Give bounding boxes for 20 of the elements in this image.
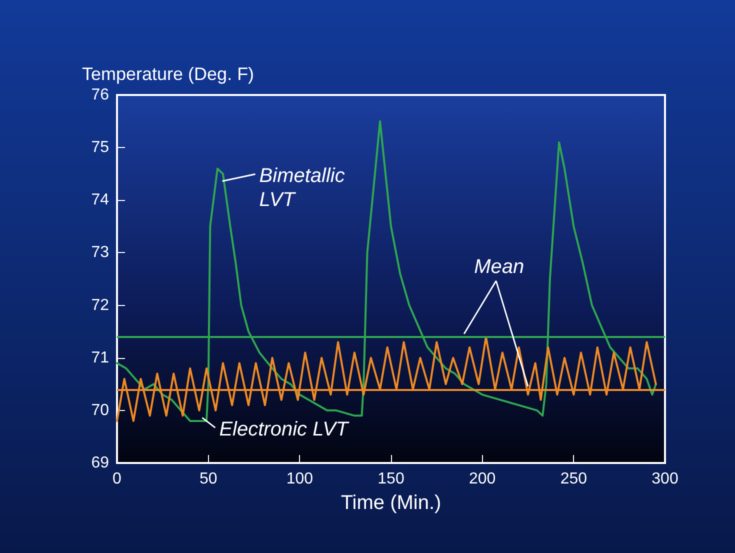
y-tick-label: 76 <box>91 86 110 104</box>
y-tick-label: 73 <box>91 244 110 262</box>
y-axis-title: Temperature (Deg. F) <box>82 64 254 84</box>
y-tick-label: 74 <box>91 192 110 209</box>
series-label: Bimetallic LVT <box>259 165 345 212</box>
y-tick-label: 69 <box>91 454 110 472</box>
y-tick-label: 72 <box>91 296 110 314</box>
x-axis-title: Time (Min.) <box>340 492 442 514</box>
y-tick-label: 75 <box>91 139 110 156</box>
x-tick-label: 100 <box>286 470 314 488</box>
x-tick-label: 0 <box>112 470 122 488</box>
x-tick-label: 50 <box>199 470 218 488</box>
x-tick-label: 150 <box>378 470 404 488</box>
annotation: Mean <box>474 256 524 278</box>
y-tick-label: 71 <box>91 349 110 366</box>
series-label: Electronic LVT <box>219 418 350 441</box>
y-tick-label: 70 <box>91 402 110 419</box>
x-tick-label: 200 <box>468 470 496 488</box>
x-tick-label: 250 <box>560 470 588 488</box>
x-tick-label: 300 <box>652 470 678 488</box>
